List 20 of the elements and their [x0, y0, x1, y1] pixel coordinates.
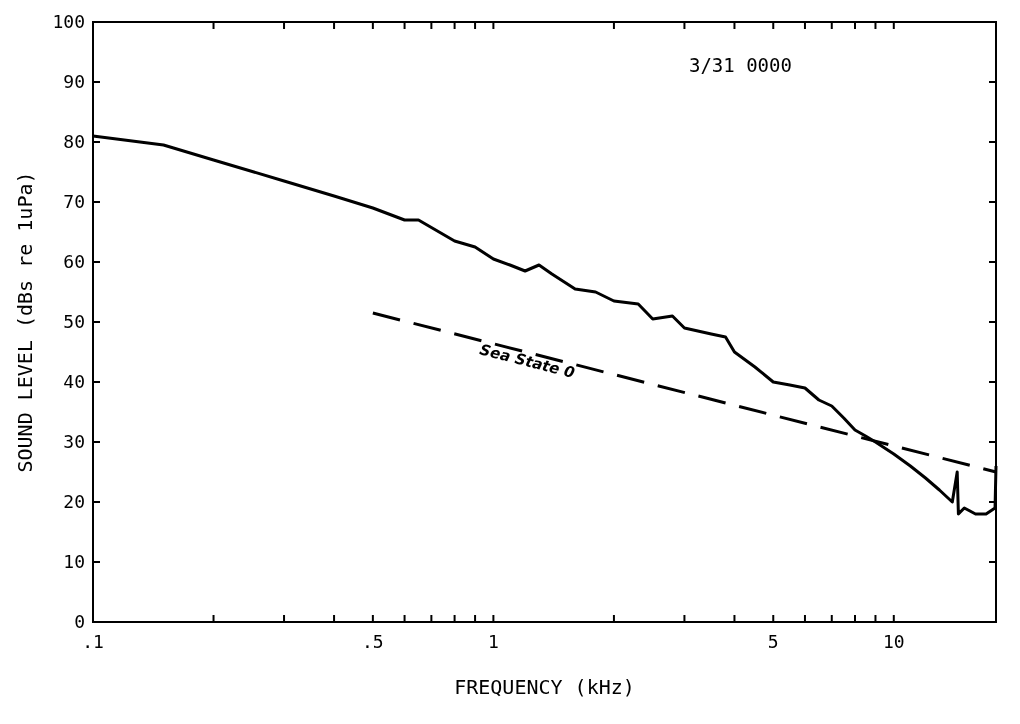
y-tick-label: 90: [63, 71, 85, 92]
y-tick-label: 70: [63, 191, 85, 212]
y-tick-label: 0: [74, 611, 85, 632]
x-tick-label: 5: [767, 631, 779, 652]
text: Sea State 0: [477, 340, 577, 382]
x-axis-title: FREQUENCY (kHz): [454, 675, 635, 699]
x-tick-label: .5: [362, 631, 384, 652]
x-tick-label: 1: [487, 631, 499, 652]
annotation: 3/31 0000: [688, 54, 792, 76]
y-tick-label: 80: [63, 131, 85, 152]
y-tick-label: 20: [63, 491, 85, 512]
y-tick-label: 60: [63, 251, 85, 272]
y-tick-label: 10: [63, 551, 85, 572]
y-axis-title: SOUND LEVEL (dBs re 1uPa): [13, 171, 37, 473]
y-tick-label: 30: [63, 431, 85, 452]
y-tick-label: 50: [63, 311, 85, 332]
x-tick-label: 10: [882, 631, 905, 652]
y-tick-label: 100: [52, 11, 85, 32]
x-tick-label: .1: [82, 631, 104, 652]
y-tick-label: 40: [63, 371, 85, 392]
